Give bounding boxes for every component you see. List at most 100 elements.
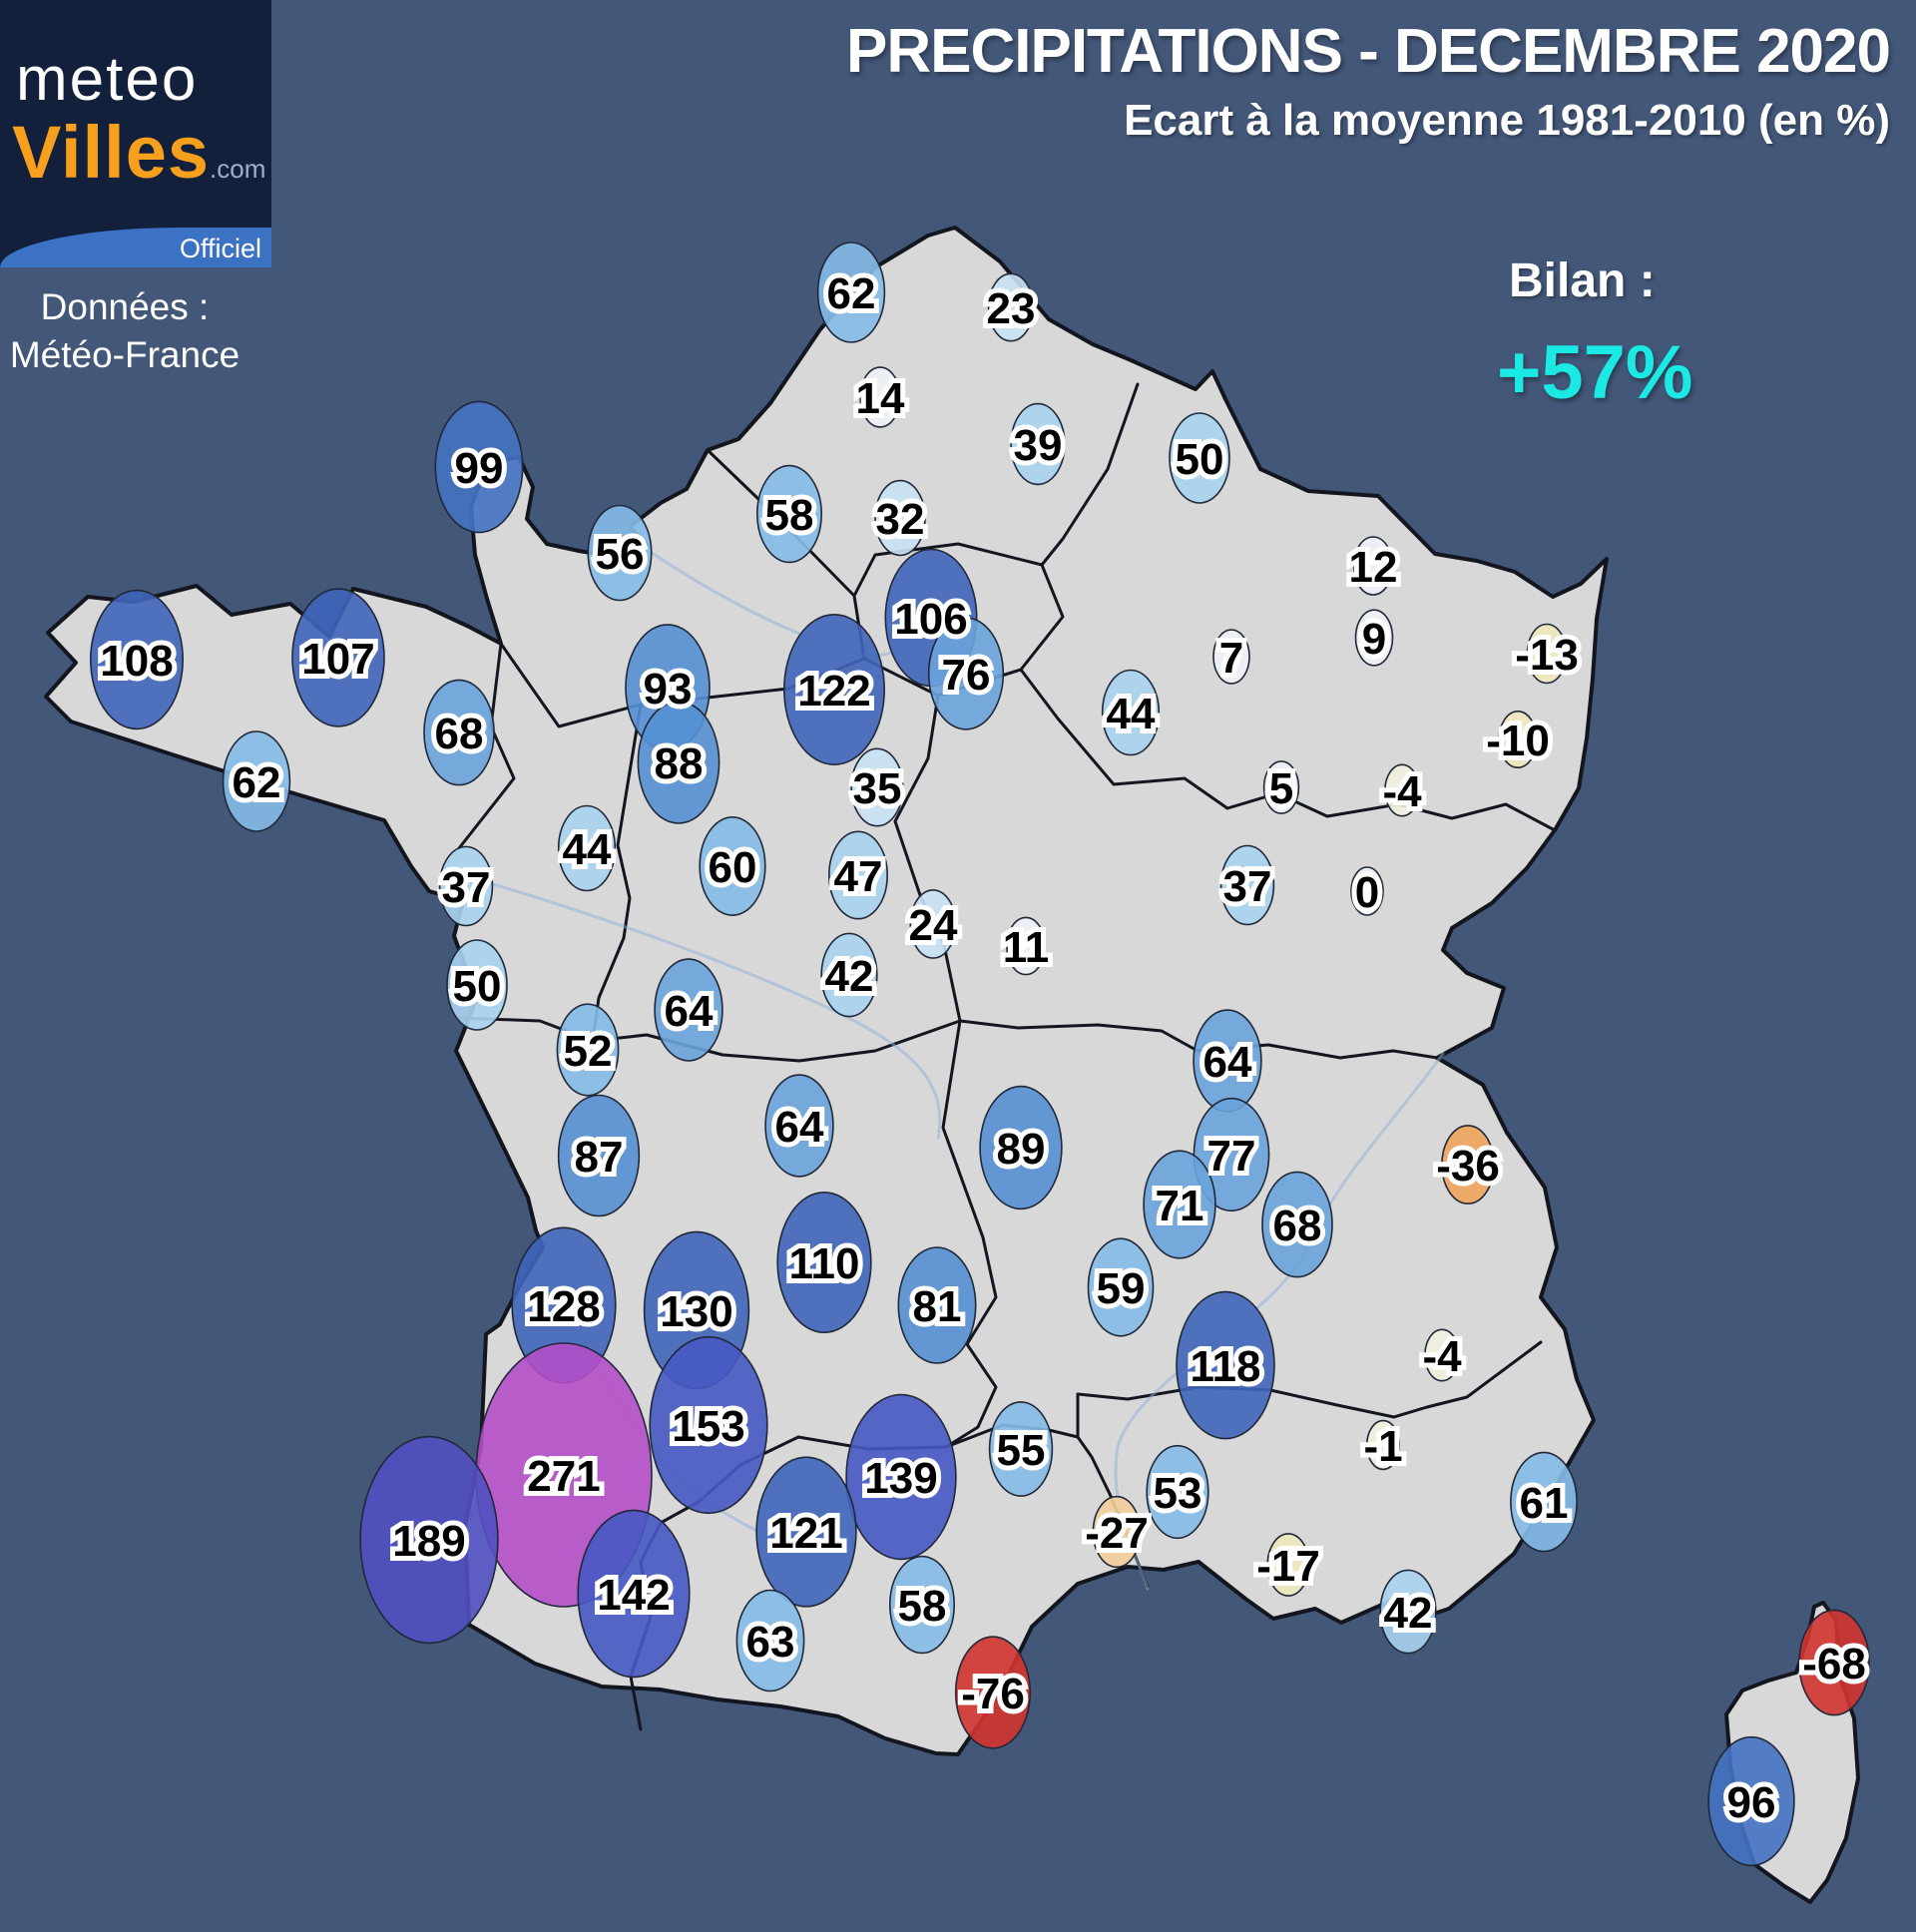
value-label: 110 xyxy=(789,1239,860,1288)
value-bubble xyxy=(556,1003,620,1097)
value-bubble xyxy=(1006,916,1046,976)
value-label: 61 xyxy=(1520,1479,1569,1528)
value-bubble xyxy=(874,479,926,557)
value-label: 12 xyxy=(1349,543,1398,592)
value-label: 58 xyxy=(898,1582,947,1631)
value-bubble xyxy=(446,939,508,1031)
page-subtitle: Ecart à la moyenne 1981-2010 (en %) xyxy=(1124,96,1890,145)
value-label: 62 xyxy=(233,758,281,807)
value-bubble xyxy=(1441,1125,1495,1205)
value-label: 271 xyxy=(527,1452,600,1501)
value-bubble xyxy=(1354,609,1394,667)
value-label: 44 xyxy=(1107,690,1156,738)
value-bubble xyxy=(850,747,904,827)
value-bubble xyxy=(827,830,888,920)
value-bubble xyxy=(987,272,1035,342)
value-label: -36 xyxy=(1436,1142,1500,1191)
value-bubble xyxy=(909,889,957,959)
value-label: 24 xyxy=(909,901,958,950)
bilan-value: +57% xyxy=(1497,330,1693,415)
value-label: 50 xyxy=(1176,435,1224,484)
value-bubble xyxy=(1384,763,1420,817)
value-bubble xyxy=(764,1074,834,1178)
value-bubble xyxy=(1350,866,1384,916)
value-label: 64 xyxy=(775,1103,824,1152)
value-label: -10 xyxy=(1486,717,1550,765)
value-label: 11 xyxy=(1003,923,1050,972)
value-bubble xyxy=(699,815,766,916)
river-loire xyxy=(452,871,942,1140)
value-label: 35 xyxy=(853,764,902,813)
value-bubble xyxy=(587,504,653,602)
value-label: 96 xyxy=(1727,1778,1776,1827)
value-label: 68 xyxy=(435,710,484,758)
value-bubble xyxy=(888,1555,955,1655)
value-label: 139 xyxy=(864,1454,937,1503)
value-label: 99 xyxy=(455,444,504,493)
value-bubble xyxy=(1212,629,1250,685)
value-label: 118 xyxy=(1191,1342,1261,1391)
value-bubble xyxy=(1092,1495,1142,1569)
value-bubble xyxy=(1266,1533,1310,1597)
value-label: 76 xyxy=(942,651,991,700)
value-label: 108 xyxy=(100,637,173,686)
value-label: 37 xyxy=(1223,862,1272,911)
value-label: -4 xyxy=(1422,1332,1462,1381)
value-bubble xyxy=(735,1589,805,1692)
value-label: -4 xyxy=(1382,767,1422,816)
value-label: -13 xyxy=(1515,631,1579,680)
value-bubble xyxy=(1146,1444,1209,1540)
logo-word-villes: Villes.com xyxy=(12,111,266,194)
value-bubble xyxy=(782,613,885,765)
value-label: 153 xyxy=(672,1402,744,1451)
value-label: 106 xyxy=(894,595,967,644)
value-bubble xyxy=(776,1192,872,1334)
bilan-label: Bilan : xyxy=(1509,254,1656,307)
value-bubble xyxy=(649,1335,768,1515)
value-bubble xyxy=(577,1509,691,1679)
data-source-line2: Météo-France xyxy=(9,334,240,376)
value-label: 55 xyxy=(997,1426,1046,1475)
value-bubble xyxy=(291,588,385,727)
value-label: 60 xyxy=(709,843,757,892)
value-bubble xyxy=(637,701,720,824)
value-bubble xyxy=(820,932,878,1018)
logo-word-meteo: meteo xyxy=(16,45,199,114)
value-label: 122 xyxy=(797,667,870,716)
value-bubble xyxy=(979,1085,1063,1210)
value-label: 64 xyxy=(1203,1038,1252,1087)
value-label: 77 xyxy=(1207,1132,1256,1181)
value-label: 23 xyxy=(987,284,1036,333)
value-label: 37 xyxy=(442,863,491,912)
value-bubble xyxy=(845,1393,957,1561)
value-bubble xyxy=(954,1636,1032,1749)
value-bubble xyxy=(222,730,291,832)
value-label: 47 xyxy=(834,852,883,901)
value-label: 189 xyxy=(392,1517,465,1566)
value-bubble xyxy=(1087,1237,1155,1337)
logo-suffix-com: .com xyxy=(210,154,266,184)
value-label: 121 xyxy=(769,1509,842,1558)
value-bubble xyxy=(1365,1419,1401,1471)
value-label: -76 xyxy=(961,1670,1025,1718)
value-bubble xyxy=(755,1456,857,1608)
value-bubble xyxy=(359,1435,499,1645)
logo-officiel-band: Officiel xyxy=(0,228,271,267)
value-label: 9 xyxy=(1362,615,1386,664)
value-label: 42 xyxy=(1384,1589,1433,1638)
value-label: -1 xyxy=(1363,1422,1402,1471)
value-label: 71 xyxy=(1156,1182,1204,1230)
value-bubble xyxy=(1261,1171,1333,1278)
value-label: 128 xyxy=(527,1282,600,1331)
value-label: 56 xyxy=(596,530,645,579)
value-bubble xyxy=(557,1094,641,1217)
value-bubble xyxy=(1169,412,1230,504)
value-bubble xyxy=(557,804,617,892)
value-label: 39 xyxy=(1014,421,1063,470)
value-label: 130 xyxy=(660,1287,732,1336)
value-bubble xyxy=(438,845,494,927)
value-label: -27 xyxy=(1085,1509,1149,1558)
value-bubble xyxy=(816,242,886,343)
